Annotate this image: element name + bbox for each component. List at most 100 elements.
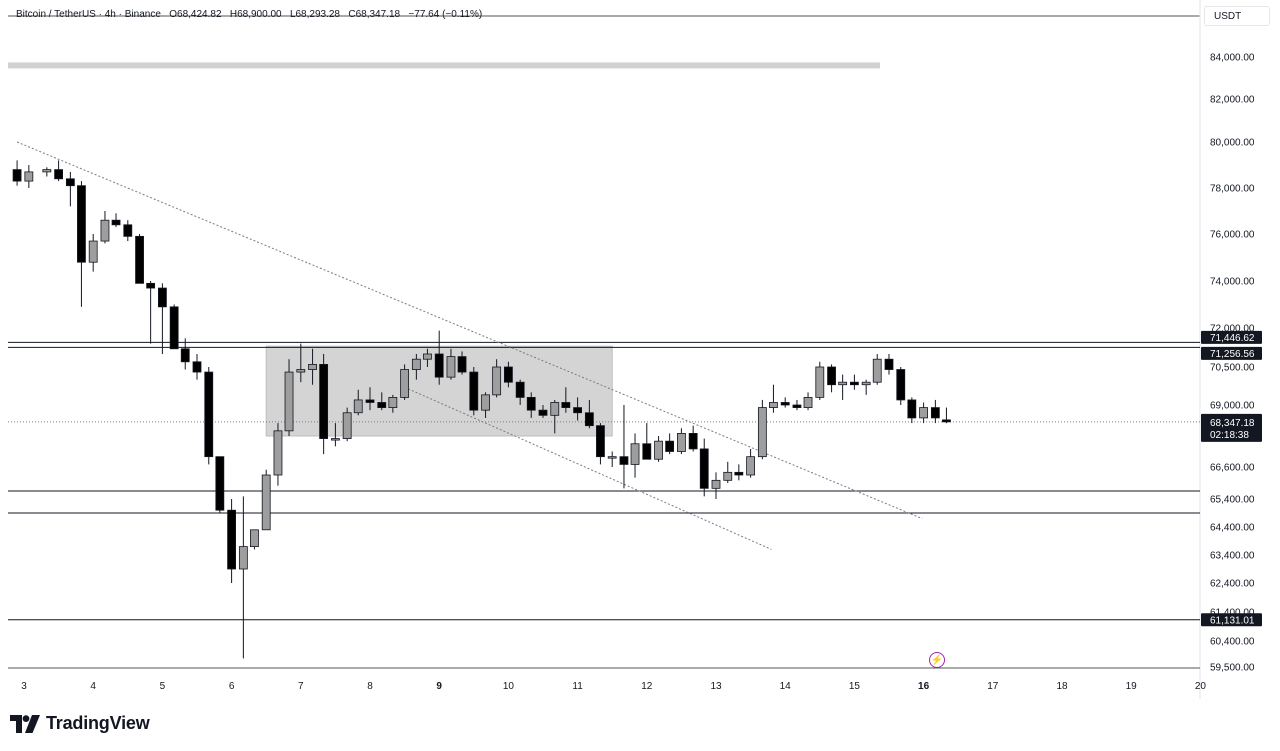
price-axis-label: 59,500.00 xyxy=(1210,663,1255,674)
candle-body xyxy=(596,425,605,458)
tradingview-logo[interactable]: TradingView xyxy=(10,713,150,734)
candle-body xyxy=(365,399,375,403)
price-axis-label: 74,000.00 xyxy=(1210,277,1255,288)
time-axis-label: 15 xyxy=(849,681,861,692)
candle-body xyxy=(400,369,410,398)
time-axis[interactable]: 3 4 5 6 7 8 9 10 11 12 13 14 15 16 17 18 19 20 xyxy=(21,681,1206,692)
legend-change: −77.64 (−0.11%) xyxy=(408,9,483,20)
candle-body xyxy=(492,366,502,396)
candles xyxy=(12,160,951,659)
candle-body xyxy=(446,356,456,378)
candle-body xyxy=(930,407,940,419)
candle xyxy=(377,392,387,411)
candle xyxy=(699,438,709,497)
candle-body xyxy=(65,178,75,187)
candle xyxy=(469,367,479,416)
candle-body xyxy=(146,282,156,289)
legend-high: 68,900.00 xyxy=(237,9,282,20)
time-axis-label: 20 xyxy=(1195,681,1207,692)
candle-body xyxy=(88,240,98,263)
price-tags: 71,446.62 71,256.56 61,131.01 68,347.1802:1… xyxy=(1201,330,1262,627)
candle xyxy=(146,281,156,344)
time-axis-label: 3 xyxy=(21,681,27,692)
candle xyxy=(711,472,721,499)
level-tag: 71,446.62 xyxy=(1210,333,1255,344)
candle-body xyxy=(942,419,951,423)
candle xyxy=(746,448,755,478)
candle-body xyxy=(135,235,144,284)
candle-body xyxy=(388,396,398,408)
candle-body xyxy=(12,169,22,182)
time-axis-label: 19 xyxy=(1126,681,1138,692)
candle-body xyxy=(561,402,571,408)
candle xyxy=(607,451,617,467)
candle-body xyxy=(157,287,167,308)
price-axis-label: 78,000.00 xyxy=(1210,184,1255,195)
candle-body xyxy=(699,448,709,489)
candle-body xyxy=(481,394,490,411)
price-axis-label: 69,000.00 xyxy=(1210,401,1255,412)
candle xyxy=(688,425,698,452)
candle-countdown: 02:18:38 xyxy=(1210,430,1249,441)
candle xyxy=(353,389,363,416)
tradingview-wordmark: TradingView xyxy=(46,713,150,733)
price-axis-label: 84,000.00 xyxy=(1210,53,1255,64)
candle xyxy=(204,367,214,465)
candle-body xyxy=(907,399,917,419)
candle-body xyxy=(746,456,755,476)
symbol-legend[interactable]: Bitcoin / TetherUS · 4h · Binance O68,42… xyxy=(16,9,482,20)
candle xyxy=(769,384,778,413)
candle xyxy=(780,397,790,408)
level-tag: 71,256.56 xyxy=(1210,349,1255,360)
candle-body xyxy=(261,474,271,531)
descending-trendline xyxy=(16,141,923,520)
candle xyxy=(526,392,536,418)
currency-button[interactable]: USDT xyxy=(1204,6,1270,26)
candle-body xyxy=(803,396,813,408)
candle xyxy=(642,423,652,460)
candle xyxy=(123,220,133,242)
candle xyxy=(157,283,167,354)
candle xyxy=(54,160,63,182)
candle xyxy=(250,529,259,550)
candle xyxy=(434,330,444,385)
candle-body xyxy=(377,402,387,408)
candle xyxy=(65,171,75,207)
price-axis-label: 64,400.00 xyxy=(1210,523,1255,534)
candle-body xyxy=(215,456,225,511)
candle xyxy=(308,348,317,385)
time-axis-label: 17 xyxy=(987,681,999,692)
candle xyxy=(180,338,190,370)
candle xyxy=(919,402,928,424)
legend-open: 68,424.82 xyxy=(177,9,222,20)
candle xyxy=(111,213,121,228)
candle xyxy=(827,364,836,393)
candle-body xyxy=(308,363,317,370)
candle-body xyxy=(550,402,560,416)
time-axis-label: 4 xyxy=(90,681,96,692)
candle-body xyxy=(526,396,536,411)
candle xyxy=(284,359,294,436)
candle-body xyxy=(619,456,629,465)
candle-body xyxy=(607,456,617,459)
candle xyxy=(677,428,686,455)
candle-body xyxy=(815,366,825,398)
time-axis-label: 18 xyxy=(1056,681,1068,692)
candle-body xyxy=(411,358,421,370)
channel-lower-line xyxy=(404,386,772,550)
price-axis-label: 80,000.00 xyxy=(1210,138,1255,149)
candle-body xyxy=(884,358,894,370)
candle xyxy=(342,407,352,442)
candle xyxy=(757,399,767,460)
candle-body xyxy=(77,185,86,263)
candle xyxy=(261,469,271,531)
candle xyxy=(792,399,802,411)
lightning-icon[interactable]: ⚡ xyxy=(929,652,945,668)
candle-body xyxy=(330,438,340,441)
candle xyxy=(896,367,906,405)
candle xyxy=(192,354,202,380)
price-axis[interactable]: 84,000.00 82,000.00 80,000.00 78,000.00 76,0… xyxy=(1210,53,1255,674)
candle xyxy=(365,387,375,411)
time-axis-label: 7 xyxy=(298,681,304,692)
